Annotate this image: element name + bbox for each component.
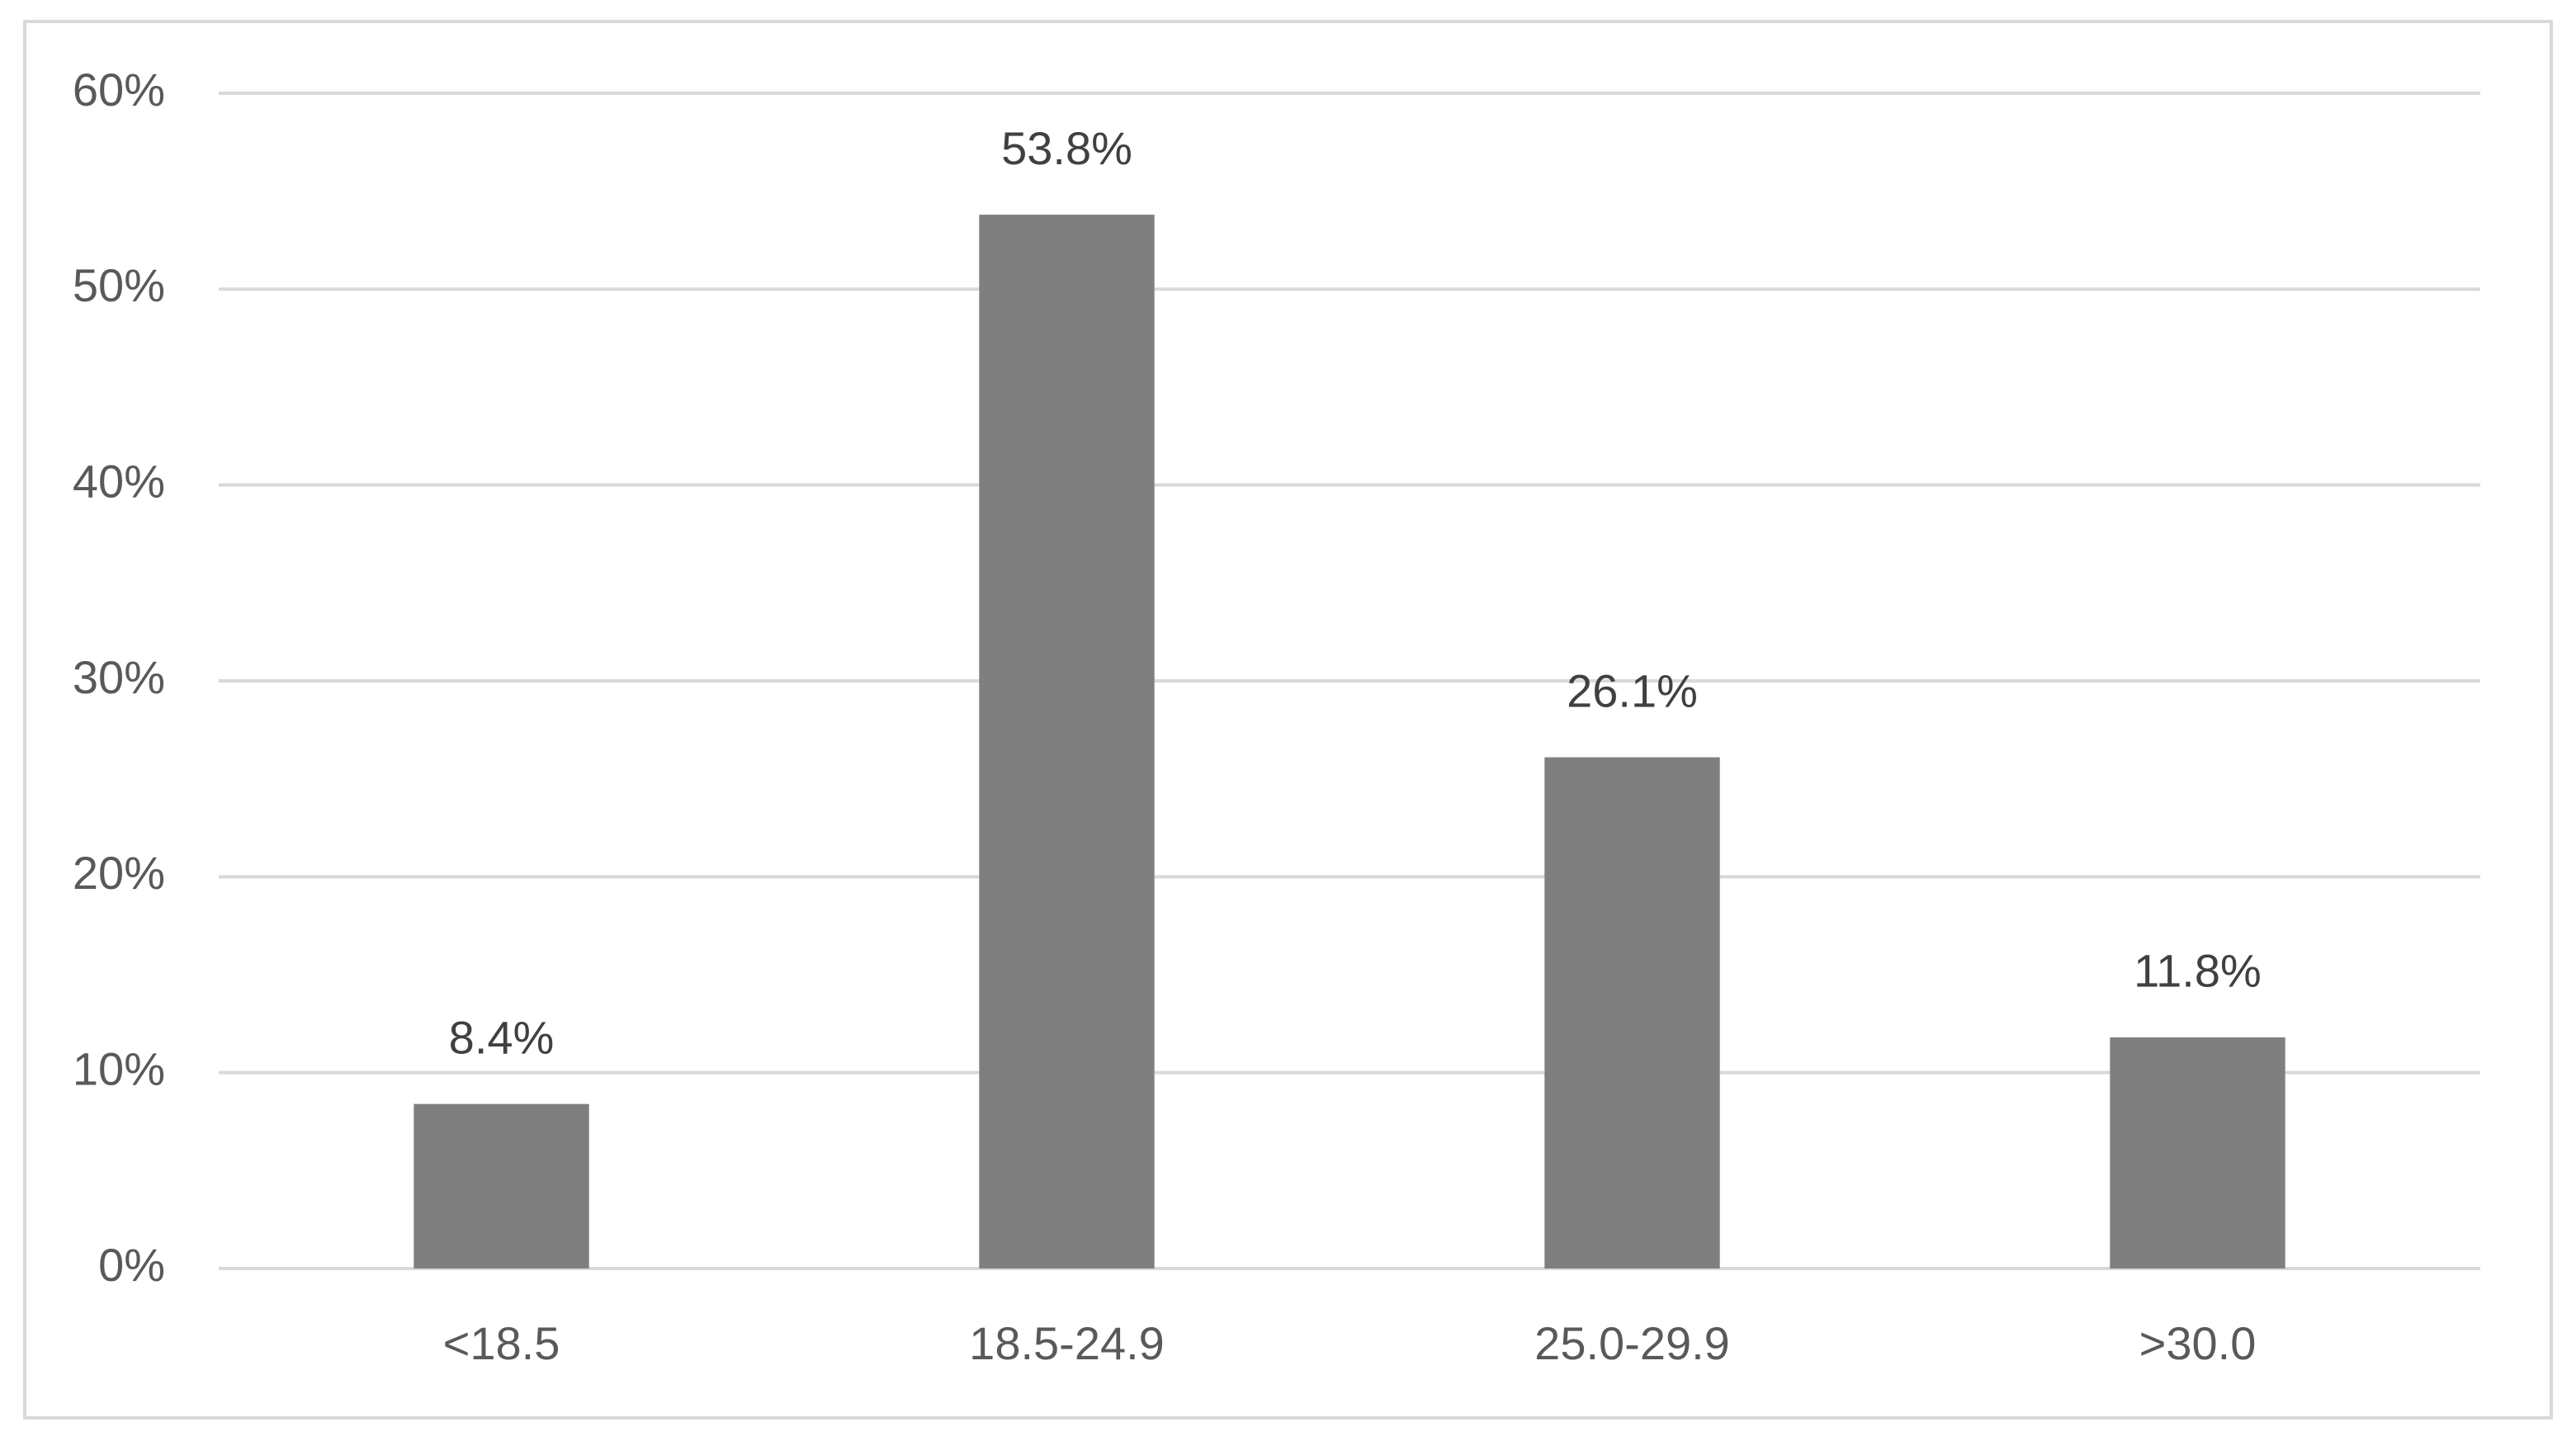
bar [1544, 757, 1720, 1269]
x-tick-label: >30.0 [2139, 1317, 2257, 1369]
x-tick-label: 18.5-24.9 [969, 1317, 1165, 1369]
value-label: 11.8% [2134, 945, 2262, 997]
y-tick-label: 20% [73, 847, 165, 899]
bar [2110, 1037, 2285, 1269]
bar [414, 1103, 589, 1269]
y-tick-label: 0% [98, 1239, 165, 1291]
y-tick-label: 30% [73, 651, 165, 703]
x-tick-label: 25.0-29.9 [1534, 1317, 1730, 1369]
y-tick-label: 60% [73, 64, 165, 116]
x-tick-label: <18.5 [443, 1317, 560, 1369]
value-label: 53.8% [1001, 122, 1132, 174]
bar [979, 215, 1155, 1269]
y-tick-label: 10% [73, 1042, 165, 1094]
value-label: 26.1% [1567, 664, 1698, 716]
y-tick-label: 40% [73, 455, 165, 507]
y-tick-label: 50% [73, 259, 165, 311]
value-label: 8.4% [449, 1011, 555, 1063]
